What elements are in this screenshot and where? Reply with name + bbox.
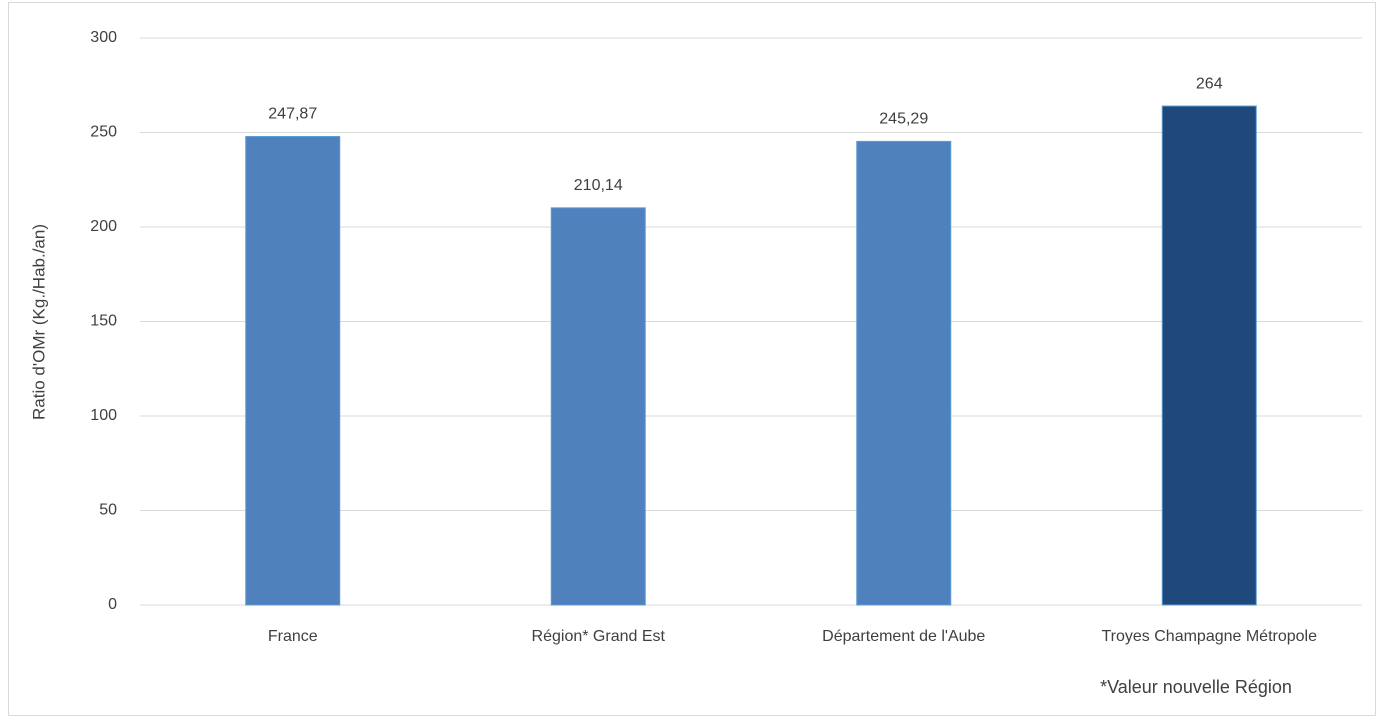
y-tick-label: 0 xyxy=(108,596,117,613)
data-label: 247,87 xyxy=(268,106,317,123)
y-tick-label: 100 xyxy=(90,407,117,424)
bar xyxy=(245,136,341,606)
annotation: *Valeur nouvelle Région xyxy=(1100,677,1292,697)
y-tick-label: 250 xyxy=(90,124,117,141)
y-tick-label: 50 xyxy=(99,502,117,519)
x-tick-label: Troyes Champagne Métropole xyxy=(1101,628,1317,645)
y-tick-label: 300 xyxy=(90,29,117,46)
y-axis-label: Ratio d'OMr (Kg./Hab./an) xyxy=(29,224,48,420)
y-tick-label: 200 xyxy=(90,218,117,235)
x-tick-label: Région* Grand Est xyxy=(532,628,666,645)
data-label: 245,29 xyxy=(879,111,928,128)
bar xyxy=(856,140,952,606)
data-label: 210,14 xyxy=(574,177,623,194)
x-tick-label: Département de l'Aube xyxy=(822,628,985,645)
bar xyxy=(1161,105,1257,606)
y-tick-label: 150 xyxy=(90,313,117,330)
chart-border xyxy=(8,2,1376,716)
x-tick-label: France xyxy=(268,628,318,645)
data-label: 264 xyxy=(1196,75,1223,92)
bar xyxy=(550,207,646,606)
